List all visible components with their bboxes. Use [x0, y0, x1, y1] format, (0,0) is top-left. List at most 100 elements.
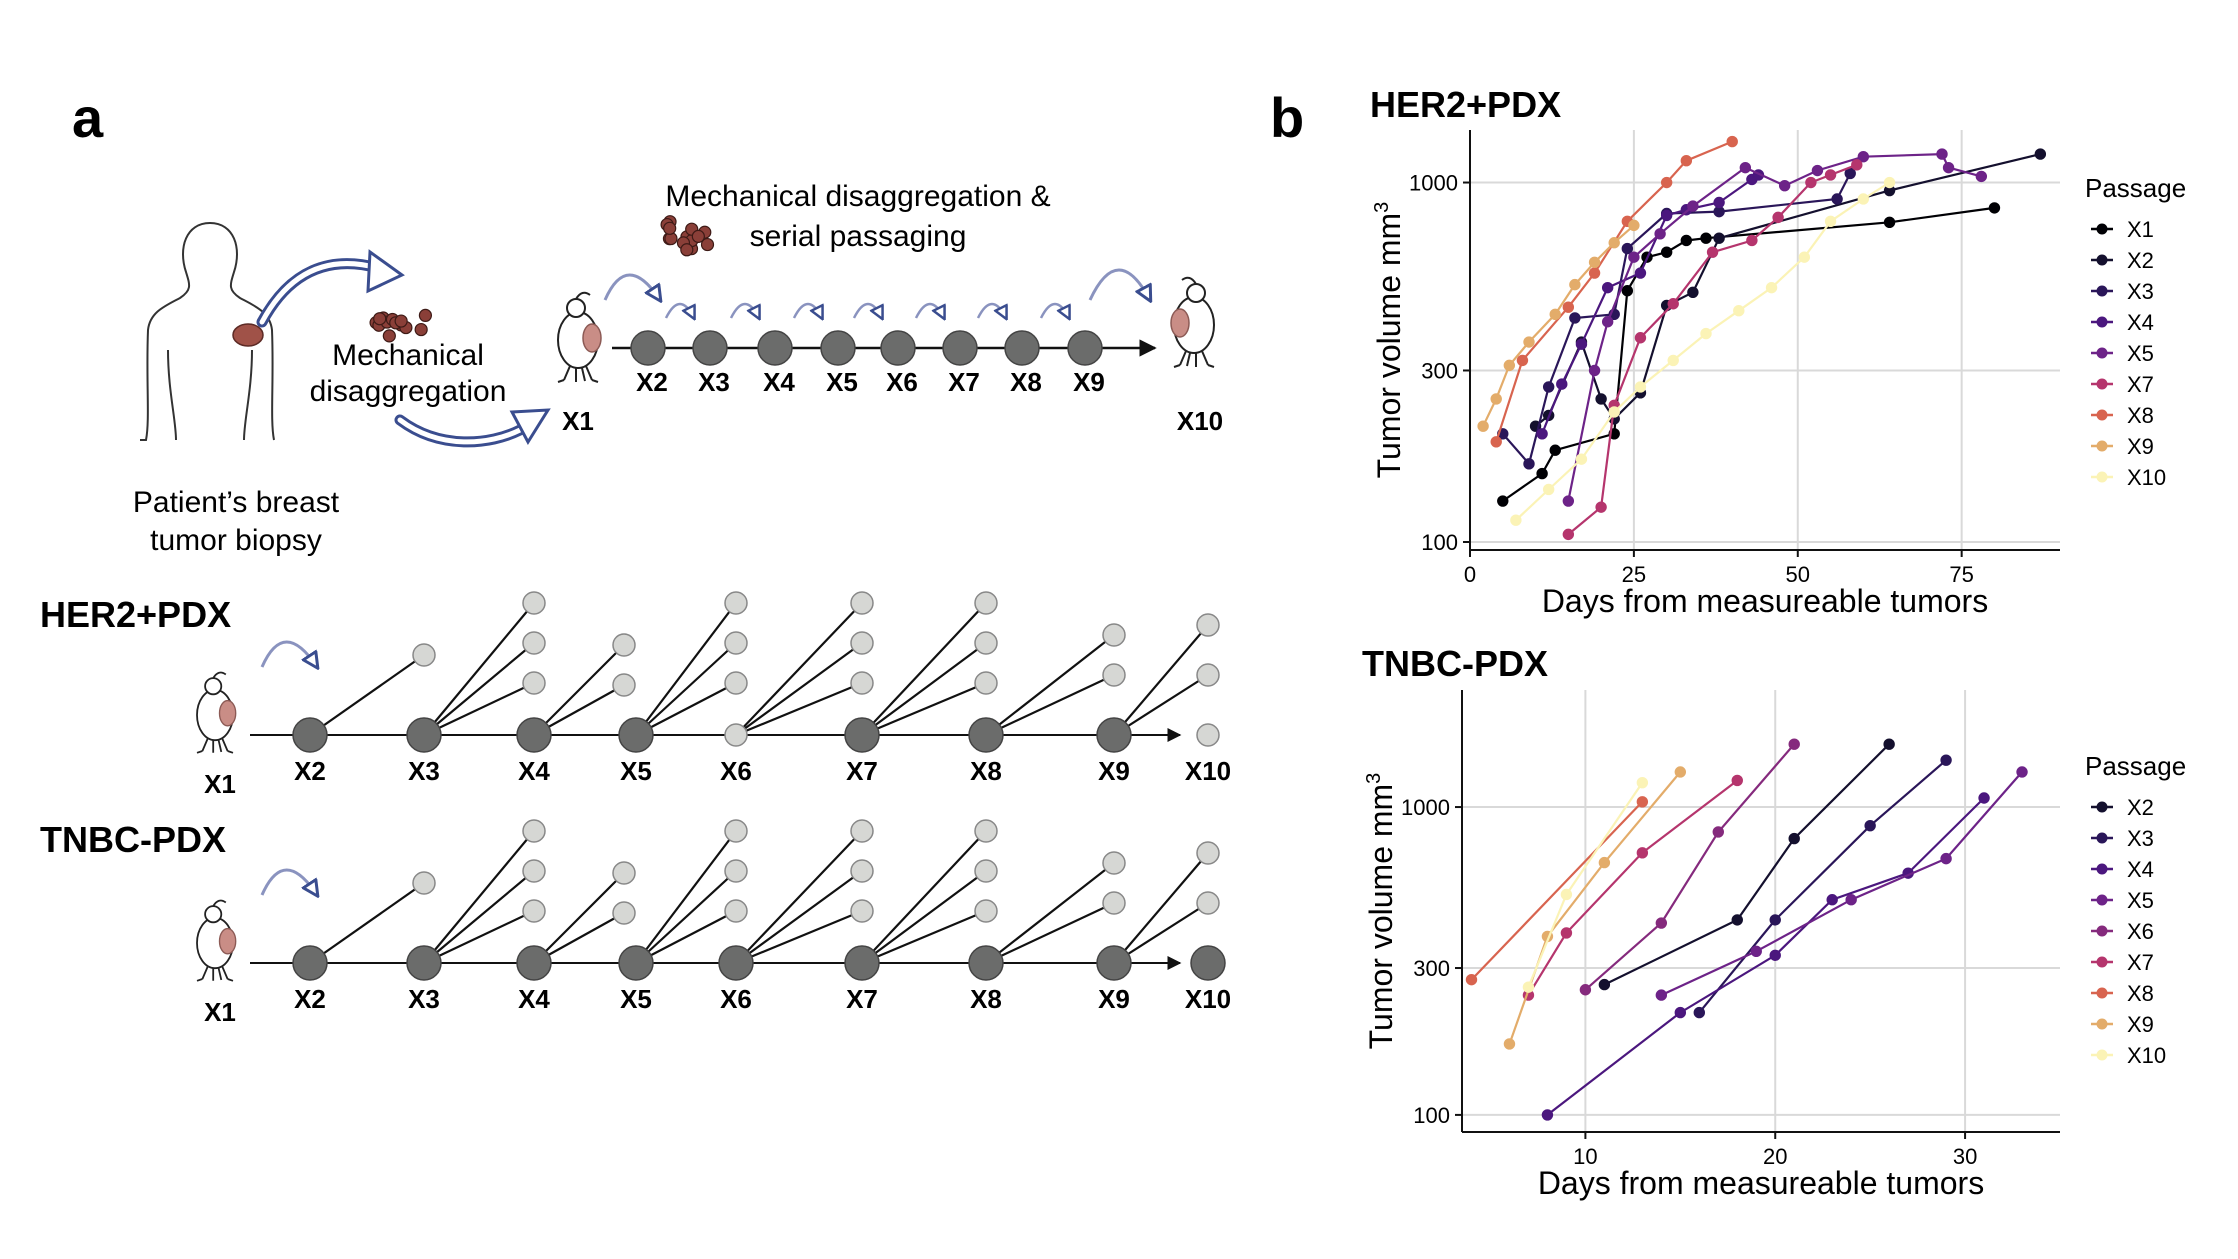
legend-key [2096, 863, 2108, 875]
branch-node [724, 859, 748, 883]
data-point [1845, 894, 1857, 906]
legend-title: Passage [2085, 751, 2186, 781]
branch-node [1196, 841, 1220, 865]
passage-node [880, 330, 916, 366]
data-point [1864, 819, 1876, 832]
data-point [1883, 738, 1895, 750]
data-point [1601, 316, 1614, 328]
data-point [1542, 483, 1555, 496]
data-point [1601, 281, 1614, 294]
data-point [1726, 135, 1738, 148]
lineage-label: X6 [720, 756, 752, 786]
data-point [1680, 234, 1693, 247]
branch-node [850, 819, 874, 843]
legend-key [2096, 925, 2108, 937]
legend-entry: X9 [2127, 1012, 2154, 1037]
branch-node [1196, 663, 1220, 687]
series-line-x4 [1546, 797, 1985, 1116]
data-point [1733, 304, 1745, 317]
patient-silhouette [140, 222, 275, 441]
passage-node [757, 330, 793, 366]
lineage-label: X4 [518, 756, 550, 786]
lineage-label: X9 [1098, 756, 1130, 786]
lineage-label: X7 [846, 984, 878, 1014]
lineage-label: X3 [408, 984, 440, 1014]
lineage-label: X7 [846, 756, 878, 786]
lineage-node [844, 717, 880, 753]
data-point [1503, 1038, 1516, 1050]
data-point [1739, 161, 1752, 174]
x-tick-label: 75 [1949, 562, 1973, 587]
data-point [1621, 285, 1634, 297]
y-tick-label: 300 [1421, 358, 1458, 383]
passage-node [630, 330, 666, 366]
passage-label: X4 [763, 367, 795, 397]
legend-entry: X2 [2127, 795, 2154, 820]
data-point [1805, 176, 1817, 189]
data-point [1940, 852, 1952, 865]
data-point [1562, 301, 1575, 313]
legend-entry: X10 [2127, 465, 2166, 490]
lineage-label: X5 [620, 756, 652, 786]
data-point [1975, 170, 1988, 183]
branch-node [1196, 891, 1220, 915]
lineage-node [968, 945, 1004, 981]
data-point [2034, 148, 2047, 160]
legend-entry: X10 [2127, 1043, 2166, 1068]
chart-title: TNBC-PDX [1362, 643, 1548, 684]
x-tick-label: 50 [1786, 562, 1810, 587]
branch-node [522, 671, 546, 695]
branch-node [1102, 623, 1126, 647]
x10-label: X10 [1177, 406, 1223, 436]
data-point [1674, 766, 1687, 778]
lineage-node [724, 723, 748, 747]
data-point [1851, 159, 1863, 171]
passage-label: X3 [698, 367, 730, 397]
branch-node [522, 591, 546, 615]
data-point [1769, 914, 1781, 926]
legend-entry: X7 [2127, 950, 2154, 975]
x-axis-label: Days from measureable tumors [1538, 1165, 1984, 1201]
data-point [1667, 298, 1679, 310]
cell-cluster-icon-top [660, 215, 715, 257]
series-line-x3 [1698, 759, 1947, 1014]
data-point [1569, 278, 1581, 291]
lineage-label: X3 [408, 756, 440, 786]
data-point [1598, 856, 1611, 869]
data-point [1772, 211, 1784, 224]
data-point [1765, 281, 1778, 294]
data-point [1713, 196, 1725, 209]
legend-entry: X2 [2127, 248, 2154, 273]
lineage-label: X2 [294, 984, 326, 1014]
y-axis-label: Tumor volume mm3 [1371, 202, 1407, 479]
lineage-node [844, 945, 880, 981]
data-point [1883, 176, 1896, 189]
data-point [1746, 234, 1758, 247]
passage-label: X2 [636, 367, 668, 397]
panel-b: b HER2+PDX 0 25 50 75 100 300 1000 Days from mea… [1270, 84, 2186, 1201]
top-caption-line1: Mechanical disaggregation & [665, 180, 1050, 213]
x-axis-label: Days from measureable tumors [1542, 583, 1988, 619]
data-point [1655, 989, 1668, 1001]
legend-entry: X7 [2127, 372, 2154, 397]
legend-key [2096, 285, 2108, 297]
data-point [1674, 1006, 1687, 1019]
data-point [1490, 436, 1502, 448]
data-point [1628, 251, 1640, 263]
data-point [1579, 984, 1592, 996]
data-point [1490, 393, 1502, 405]
branch-node [974, 591, 998, 615]
x1-label: X1 [204, 769, 236, 799]
data-point [1798, 251, 1811, 263]
legend-entry: X1 [2127, 217, 2154, 242]
legend-key [2096, 801, 2108, 813]
data-point [1536, 428, 1548, 440]
branch-node [412, 871, 436, 895]
tnbc-lineage-title: TNBC-PDX [40, 819, 226, 860]
passage-label: X5 [826, 367, 858, 397]
branch-node [850, 859, 874, 883]
y-axis-label: Tumor volume mm3 [1363, 773, 1399, 1050]
data-point [1660, 176, 1673, 189]
series-line-x10 [1515, 181, 1891, 522]
